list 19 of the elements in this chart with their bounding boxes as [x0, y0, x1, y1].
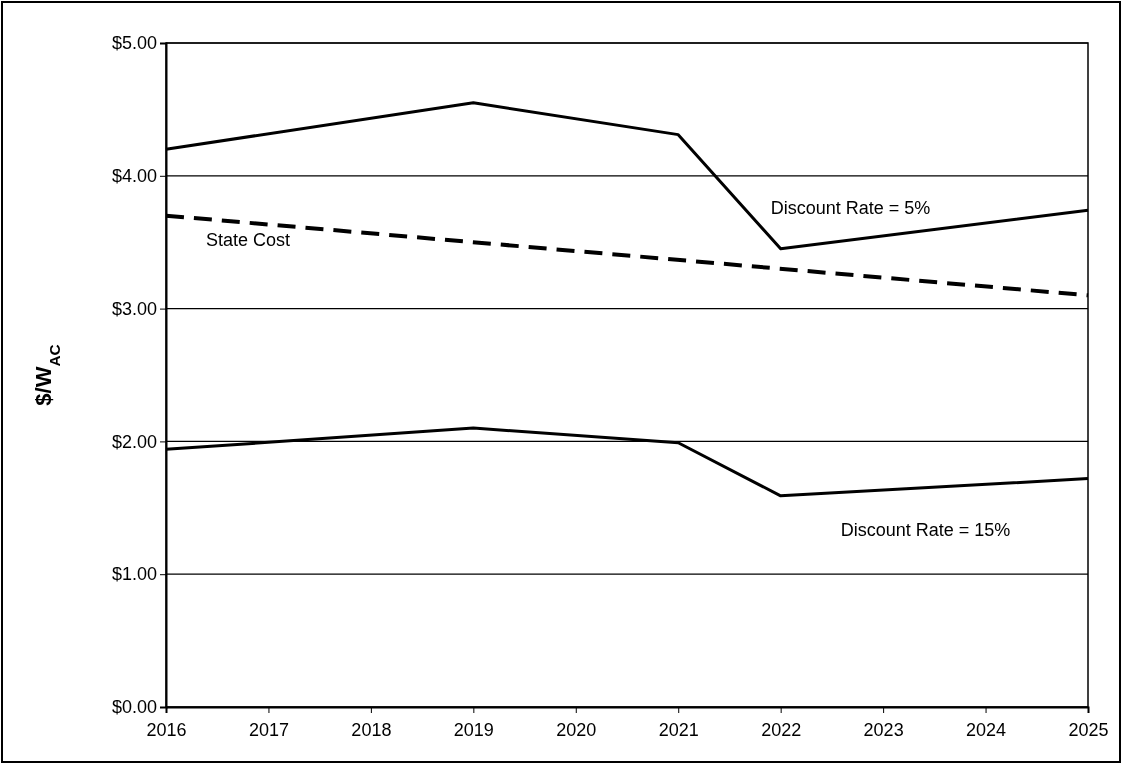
x-tick-label: 2016 [146, 719, 187, 740]
series-label: Discount Rate = 5% [770, 197, 931, 218]
x-tick-label: 2019 [453, 719, 494, 740]
x-tick-label: 2018 [351, 719, 392, 740]
x-tick-label: 2021 [658, 719, 699, 740]
series-label: Discount Rate = 15% [840, 519, 1011, 540]
x-tick-label: 2017 [248, 719, 289, 740]
x-tick-label: 2023 [863, 719, 904, 740]
y-tick-label: $0.00 [111, 697, 157, 718]
y-tick-label: $1.00 [111, 564, 157, 585]
y-tick-label: $4.00 [111, 166, 157, 187]
x-tick-label: 2025 [1068, 719, 1109, 740]
y-tick-label: $2.00 [111, 431, 157, 452]
x-tick-label: 2022 [761, 719, 802, 740]
series-label: State Cost [206, 229, 291, 250]
y-tick-label: $5.00 [111, 33, 157, 54]
x-tick-label: 2024 [966, 719, 1007, 740]
y-tick-label: $3.00 [111, 298, 157, 319]
x-tick-label: 2020 [556, 719, 597, 740]
